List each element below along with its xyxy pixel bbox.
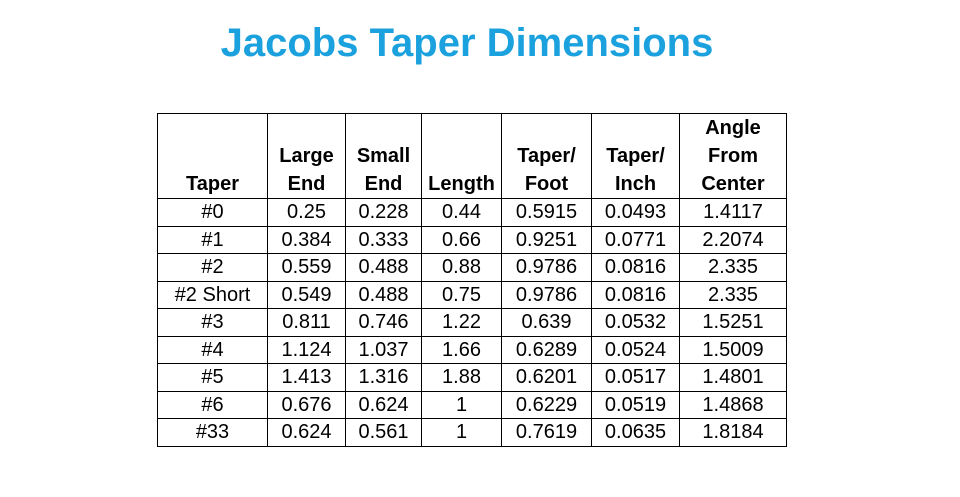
table-cell: 2.335: [679, 253, 787, 282]
table-row: #0 0.25 0.228 0.44 0.5915 0.0493 1.4117: [157, 198, 787, 227]
table-cell: 0.6201: [501, 363, 592, 392]
table-cell: 0.624: [345, 390, 422, 419]
table-cell: 1.124: [267, 335, 346, 364]
header-text: Taper/: [606, 145, 665, 167]
header-text: Angle: [705, 117, 761, 139]
table-cell: 1.4117: [679, 198, 787, 227]
table-cell: #2 Short: [157, 280, 268, 309]
table-cell: #6: [157, 390, 268, 419]
table-row: #4 1.124 1.037 1.66 0.6289 0.0524 1.5009: [157, 335, 787, 364]
table-cell: 0.0519: [591, 390, 680, 419]
table-cell: 1: [421, 418, 502, 447]
table-cell: 0.0816: [591, 280, 680, 309]
table-row: #1 0.384 0.333 0.66 0.9251 0.0771 2.2074: [157, 225, 787, 254]
table-cell: 0.0517: [591, 363, 680, 392]
table-cell: 0.0493: [591, 198, 680, 227]
table-cell: 0.624: [267, 418, 346, 447]
table-cell: 1.88: [421, 363, 502, 392]
header-cell: Angle From Center: [679, 113, 787, 199]
table-cell: 1.316: [345, 363, 422, 392]
table-body: #0 0.25 0.228 0.44 0.5915 0.0493 1.4117 #1 0.384…: [157, 198, 787, 447]
header-cell: Length: [421, 113, 502, 199]
table-cell: #0: [157, 198, 268, 227]
table-cell: 0.44: [421, 198, 502, 227]
table-cell: 0.9251: [501, 225, 592, 254]
table-cell: 0.676: [267, 390, 346, 419]
table-row: #2 0.559 0.488 0.88 0.9786 0.0816 2.335: [157, 253, 787, 282]
header-text: Taper: [186, 173, 239, 195]
header-text: Center: [701, 173, 765, 195]
table-cell: 0.88: [421, 253, 502, 282]
header-text: Length: [428, 173, 495, 195]
table-cell: 0.561: [345, 418, 422, 447]
table-cell: 1.413: [267, 363, 346, 392]
header-text: Large: [279, 145, 334, 167]
table-header: Taper Large End Small End Length Taper/Foot Tap…: [157, 113, 787, 199]
header-cell: Large End: [267, 113, 346, 199]
table-cell: #3: [157, 308, 268, 337]
header-cell: Taper: [157, 113, 268, 199]
table-cell: 0.0771: [591, 225, 680, 254]
table-cell: 0.9786: [501, 280, 592, 309]
table-cell: 1.5009: [679, 335, 787, 364]
table-row: #5 1.413 1.316 1.88 0.6201 0.0517 1.4801: [157, 363, 787, 392]
table-row: #2 Short 0.549 0.488 0.75 0.9786 0.0816 2.335: [157, 280, 787, 309]
table-cell: 0.559: [267, 253, 346, 282]
table-cell: #33: [157, 418, 268, 447]
table-cell: 0.639: [501, 308, 592, 337]
table-cell: 0.333: [345, 225, 422, 254]
table-cell: 0.9786: [501, 253, 592, 282]
table-cell: 0.811: [267, 308, 346, 337]
table-cell: #5: [157, 363, 268, 392]
table-cell: 0.384: [267, 225, 346, 254]
table-cell: 0.228: [345, 198, 422, 227]
table-cell: 0.6289: [501, 335, 592, 364]
table-cell: 1.037: [345, 335, 422, 364]
table-cell: 0.5915: [501, 198, 592, 227]
header-text: End: [364, 173, 403, 195]
header-row: Taper Large End Small End Length Taper/Foot Tap…: [157, 113, 787, 199]
header-text: Inch: [614, 173, 657, 195]
table-cell: 0.0524: [591, 335, 680, 364]
table-cell: 0.0816: [591, 253, 680, 282]
table-cell: #4: [157, 335, 268, 364]
table-cell: 0.0532: [591, 308, 680, 337]
table-cell: 0.7619: [501, 418, 592, 447]
table-cell: 1.4868: [679, 390, 787, 419]
table-cell: 1.4801: [679, 363, 787, 392]
table-cell: 0.0635: [591, 418, 680, 447]
table-cell: 0.549: [267, 280, 346, 309]
table-cell: 1.8184: [679, 418, 787, 447]
taper-table: Taper Large End Small End Length Taper/Foot Tap…: [157, 113, 787, 447]
title: Jacobs Taper Dimensions: [220, 21, 714, 65]
table-cell: 0.66: [421, 225, 502, 254]
table-row: #33 0.624 0.561 1 0.7619 0.0635 1.8184: [157, 418, 787, 447]
table-cell: 0.488: [345, 253, 422, 282]
table-cell: 0.746: [345, 308, 422, 337]
header-cell: Taper/Foot: [501, 113, 592, 199]
header-text: Taper/: [517, 145, 576, 167]
header-cell: Small End: [345, 113, 422, 199]
table-cell: 0.25: [267, 198, 346, 227]
table-row: #3 0.811 0.746 1.22 0.639 0.0532 1.5251: [157, 308, 787, 337]
table-cell: 1.5251: [679, 308, 787, 337]
table-cell: #1: [157, 225, 268, 254]
header-text: Foot: [524, 173, 569, 195]
header-text: End: [287, 173, 326, 195]
table-row: #6 0.676 0.624 1 0.6229 0.0519 1.4868: [157, 390, 787, 419]
table-cell: 0.75: [421, 280, 502, 309]
table-cell: 1: [421, 390, 502, 419]
table-cell: 0.488: [345, 280, 422, 309]
header-cell: Taper/Inch: [591, 113, 680, 199]
table-cell: 1.22: [421, 308, 502, 337]
table-cell: 2.335: [679, 280, 787, 309]
table-cell: #2: [157, 253, 268, 282]
header-text: Small: [356, 145, 411, 167]
table-cell: 1.66: [421, 335, 502, 364]
table-cell: 2.2074: [679, 225, 787, 254]
header-text: From: [708, 145, 758, 167]
table-cell: 0.6229: [501, 390, 592, 419]
